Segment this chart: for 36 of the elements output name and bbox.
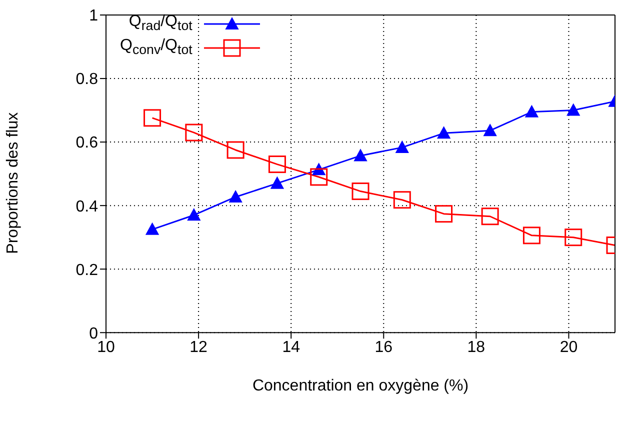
point xyxy=(484,124,497,136)
point xyxy=(270,176,284,189)
point xyxy=(268,156,286,174)
y-tick-label: 0 xyxy=(89,325,98,342)
y-tick-label: 1 xyxy=(89,8,98,25)
point xyxy=(525,105,538,118)
x-tick-label: 16 xyxy=(374,338,393,356)
y-tick-label: 0.4 xyxy=(76,198,98,216)
x-tick-label: 14 xyxy=(282,338,300,356)
point xyxy=(393,191,411,209)
point xyxy=(229,190,242,202)
point xyxy=(396,140,409,153)
x-tick-label: 20 xyxy=(560,338,578,356)
point xyxy=(226,141,244,159)
x-tick-label: 12 xyxy=(190,338,208,356)
x-axis-title: Concentration en oxygène (%) xyxy=(252,378,469,395)
point xyxy=(481,208,499,226)
point xyxy=(146,222,159,235)
point xyxy=(522,226,540,244)
point xyxy=(185,124,203,142)
point xyxy=(564,228,582,246)
point xyxy=(566,104,580,116)
point xyxy=(354,149,367,162)
point xyxy=(352,182,370,200)
point xyxy=(187,208,200,221)
point xyxy=(435,205,453,223)
y-tick-label: 0.6 xyxy=(76,134,98,152)
point xyxy=(310,168,328,186)
legend-label: Q$_{conv}$/Q$_{tot}$ xyxy=(120,36,192,60)
x-tick-label: 10 xyxy=(97,338,115,356)
y-tick-label: 0.2 xyxy=(76,262,98,279)
point xyxy=(144,109,162,127)
point xyxy=(437,126,450,139)
x-tick-label: 18 xyxy=(467,338,486,356)
y-axis-title: Proportions des flux xyxy=(4,112,22,254)
y-tick-label: 0.8 xyxy=(76,71,98,88)
